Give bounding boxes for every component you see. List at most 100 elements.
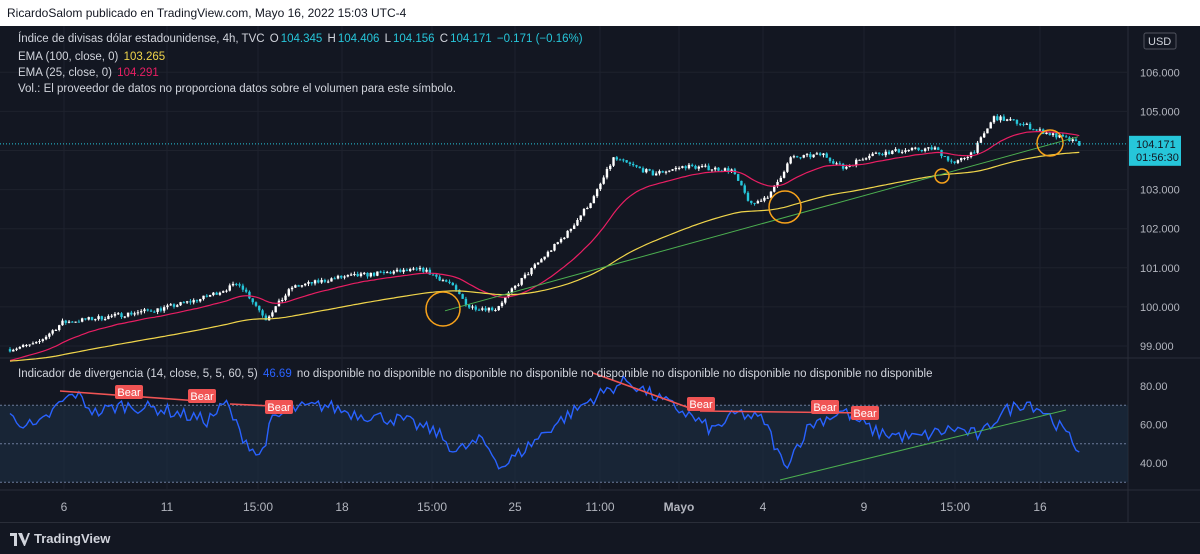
candle-body [986, 128, 989, 134]
legend-ema100[interactable]: EMA (100, close, 0) 103.265 [18, 51, 167, 63]
highlight-circle [768, 190, 802, 224]
legend-ema25[interactable]: EMA (25, close, 0) 104.291 [18, 67, 161, 79]
candle-body [1048, 132, 1051, 136]
candle-body [248, 291, 251, 299]
candle-body [802, 155, 805, 158]
candle-body [297, 285, 300, 287]
candle-body [923, 148, 927, 151]
candle-body [54, 329, 58, 331]
candle-body [107, 316, 110, 320]
candle-body [71, 321, 74, 323]
candle-body [1045, 132, 1048, 135]
candle-body [28, 344, 31, 346]
candle-body [641, 168, 645, 173]
candle-body [960, 158, 963, 161]
candle-body [671, 169, 674, 171]
candle-body [408, 269, 412, 271]
candle-body [992, 116, 996, 123]
candle-body [897, 149, 901, 153]
candle-body [412, 268, 415, 270]
candle-body [304, 283, 307, 286]
publish-line: RicardoSalom publicado en TradingView.co… [7, 6, 407, 20]
time-tick-label: Mayo [664, 500, 695, 514]
candle-body [372, 272, 376, 276]
candle-body [281, 299, 284, 301]
tradingview-logo-icon [10, 533, 30, 547]
candle-body [743, 185, 746, 193]
candle-body [8, 349, 12, 352]
candle-body [90, 317, 94, 320]
candle-body [1071, 139, 1074, 141]
tradingview-logo[interactable]: TradingView [10, 531, 110, 547]
candle-body [520, 278, 523, 285]
candle-body [953, 161, 956, 163]
candle-body [323, 279, 327, 282]
candle-body [563, 237, 566, 239]
price-tick-label: 100.000 [1140, 302, 1180, 314]
candle-body [612, 157, 615, 166]
candle-body [294, 285, 297, 288]
candle-body [405, 269, 409, 271]
osc-trend-line [779, 409, 1067, 481]
chart-canvas[interactable]: Bear Bear Bear Bear Bear Bear 99.000 100.000 10… [0, 26, 1200, 522]
candle-body [454, 285, 458, 290]
candle-body [1055, 133, 1058, 138]
candle-body [818, 153, 822, 156]
candle-body [996, 116, 999, 121]
candle-body [894, 149, 897, 151]
symbol-title[interactable]: Índice de divisas dólar estadounidense, … [18, 33, 265, 45]
last-price-label: 104.171 [1136, 139, 1176, 151]
candle-body [21, 345, 25, 348]
candle-body [313, 280, 317, 284]
candle-body [113, 313, 117, 316]
candle-body [963, 157, 966, 159]
candle-body [97, 316, 100, 320]
candle-body [376, 271, 379, 276]
candle-body [94, 319, 97, 321]
candle-body [664, 171, 668, 173]
candle-body [307, 282, 310, 284]
candle-body [264, 315, 268, 321]
candle-body [402, 269, 405, 272]
candle-body [140, 311, 143, 313]
oscillator-pane: Bear Bear Bear Bear Bear Bear [0, 372, 1128, 483]
candle-body [441, 280, 445, 282]
candle-body [366, 272, 369, 277]
candle-body [907, 150, 910, 152]
candle-body [205, 295, 208, 297]
legend-volume: Vol.: El proveedor de datos no proporcio… [18, 83, 458, 95]
candle-body [651, 170, 655, 176]
candle-body [425, 269, 428, 272]
candle-body [638, 166, 641, 169]
price-tick-label: 105.000 [1140, 106, 1180, 118]
candle-body [668, 170, 671, 172]
candle-body [835, 163, 838, 165]
candle-body [740, 180, 743, 186]
candle-body [756, 201, 760, 204]
candle-body [418, 267, 422, 270]
candle-body [44, 336, 48, 340]
candle-body [468, 304, 471, 308]
candle-body [730, 169, 733, 172]
candle-body [1051, 133, 1055, 136]
candle-body [379, 271, 382, 273]
candle-body [589, 203, 592, 208]
candle-body [871, 153, 874, 156]
time-tick-label: 6 [61, 500, 68, 514]
candle-body [1078, 140, 1081, 146]
osc-tick-label: 80.00 [1140, 381, 1168, 393]
candle-body [792, 156, 796, 158]
time-tick-label: 15:00 [243, 500, 273, 514]
candle-body [471, 306, 474, 308]
legend-indicator[interactable]: Indicador de divergencia (14, close, 5, … [18, 368, 934, 380]
candle-body [576, 219, 579, 226]
candle-body [1028, 123, 1032, 130]
time-tick-label: 15:00 [417, 500, 447, 514]
candle-body [838, 163, 842, 165]
candle-body [550, 250, 553, 252]
candle-body [38, 340, 41, 343]
candle-body [750, 200, 753, 203]
candle-body [618, 159, 622, 161]
candle-body [828, 157, 832, 162]
price-tick-label: 101.000 [1140, 263, 1180, 275]
